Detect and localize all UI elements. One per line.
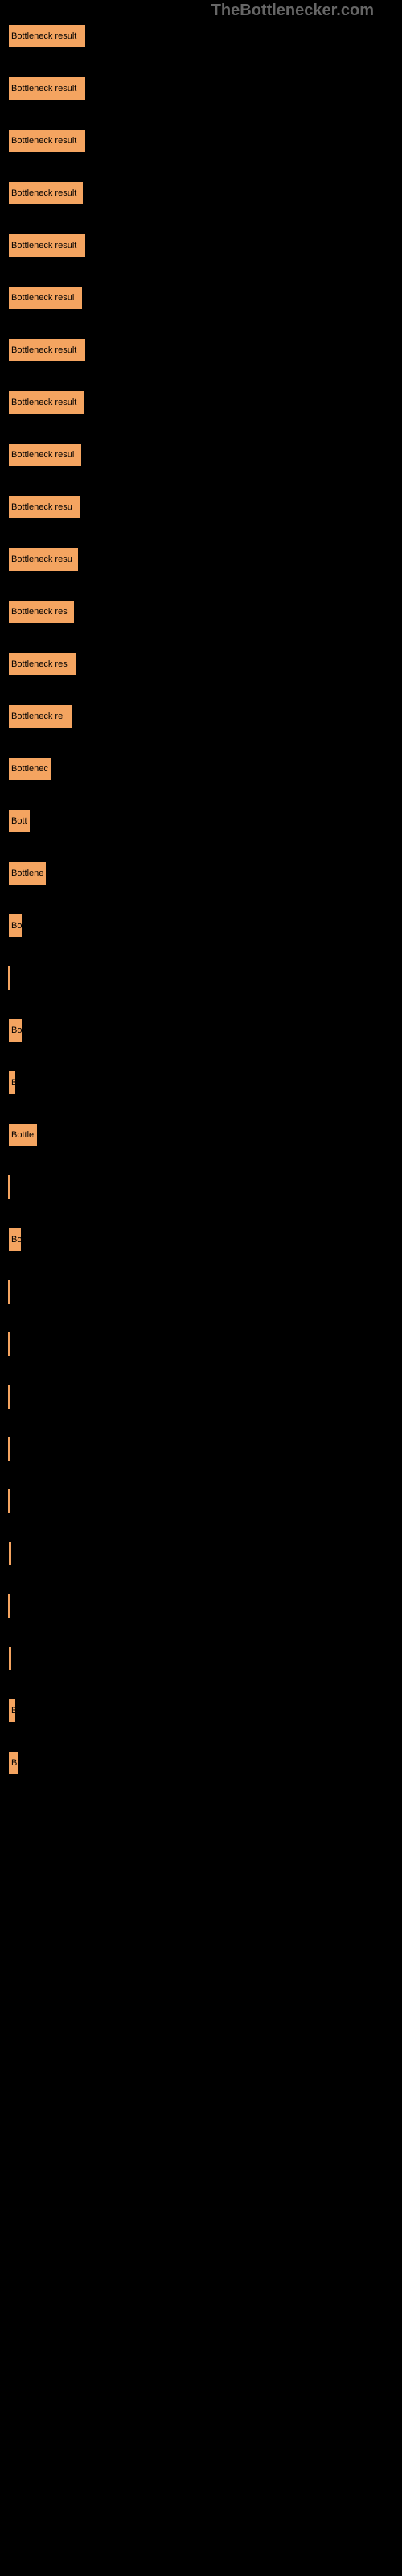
bar-label: Bottleneck resul bbox=[11, 450, 74, 460]
chart-bar bbox=[8, 1385, 10, 1409]
bar-label: Bottleneck result bbox=[11, 188, 76, 198]
bar-label: B bbox=[11, 1078, 16, 1088]
chart-bar: Bottleneck res bbox=[8, 600, 75, 624]
bar-row bbox=[8, 1332, 394, 1356]
bar-label: Bottleneck resu bbox=[11, 502, 72, 512]
bar-row bbox=[8, 1280, 394, 1304]
bar-label: Bottleneck result bbox=[11, 398, 76, 407]
bar-row: Bott bbox=[8, 809, 394, 833]
bar-label: Bottleneck resul bbox=[11, 293, 74, 303]
bar-label: Bottleneck result bbox=[11, 345, 76, 355]
chart-bar bbox=[8, 1542, 12, 1566]
bar-row: Bottleneck resul bbox=[8, 286, 394, 310]
chart-bar: Bottleneck resul bbox=[8, 443, 82, 467]
bar-row: Bottleneck result bbox=[8, 338, 394, 362]
bar-row: Bottleneck result bbox=[8, 181, 394, 205]
watermark-text: TheBottlenecker.com bbox=[211, 2, 374, 20]
chart-bar: Bott bbox=[8, 809, 31, 833]
chart-bar: Bottleneck resul bbox=[8, 286, 83, 310]
chart-bar: B bbox=[8, 1071, 16, 1095]
bar-row: Bottleneck result bbox=[8, 129, 394, 153]
bar-label: Bottleneck result bbox=[11, 84, 76, 93]
bar-row bbox=[8, 1437, 394, 1461]
bar-label: Bottleneck result bbox=[11, 31, 76, 41]
chart-bar: Bo bbox=[8, 1018, 23, 1042]
chart-bar bbox=[8, 1175, 10, 1199]
bar-row bbox=[8, 1594, 394, 1618]
bar-label: Bo bbox=[11, 921, 22, 931]
bar-label: Bottle bbox=[11, 1130, 34, 1140]
bar-row: Bottleneck resul bbox=[8, 443, 394, 467]
chart-bar bbox=[8, 1437, 10, 1461]
bar-label: Bo bbox=[11, 1026, 22, 1035]
bar-label: Bottleneck res bbox=[11, 659, 68, 669]
chart-bar: B bbox=[8, 1751, 18, 1775]
bar-row: Bottleneck resu bbox=[8, 495, 394, 519]
bar-label: Bo bbox=[11, 1235, 22, 1245]
bar-label: B bbox=[11, 1758, 17, 1768]
chart-bar: Bottleneck resu bbox=[8, 495, 80, 519]
bar-row: Bottlenec bbox=[8, 757, 394, 781]
chart-bar bbox=[8, 1280, 10, 1304]
bar-row bbox=[8, 1646, 394, 1670]
bar-row: B bbox=[8, 1071, 394, 1095]
bar-row: Bottle bbox=[8, 1123, 394, 1147]
chart-bar bbox=[8, 966, 10, 990]
chart-bar bbox=[8, 1332, 10, 1356]
bar-row bbox=[8, 1385, 394, 1409]
bar-label: Bottleneck res bbox=[11, 607, 68, 617]
bar-row: Bottleneck resu bbox=[8, 547, 394, 572]
chart-bar bbox=[8, 1646, 12, 1670]
bar-row bbox=[8, 1175, 394, 1199]
chart-bar: Bottleneck res bbox=[8, 652, 77, 676]
bar-row: Bottleneck result bbox=[8, 24, 394, 48]
bar-row: B bbox=[8, 1699, 394, 1723]
bar-label: Bottleneck result bbox=[11, 241, 76, 250]
bar-label: Bottleneck resu bbox=[11, 555, 72, 564]
chart-bar: Bottlenec bbox=[8, 757, 52, 781]
chart-bar: B bbox=[8, 1699, 16, 1723]
bar-row: B bbox=[8, 1751, 394, 1775]
bar-row: Bottleneck result bbox=[8, 390, 394, 415]
bar-label: Bottleneck result bbox=[11, 136, 76, 146]
chart-bar: Bottleneck result bbox=[8, 181, 84, 205]
bar-row: Bottlene bbox=[8, 861, 394, 886]
bar-row: Bo bbox=[8, 1228, 394, 1252]
chart-bar: Bo bbox=[8, 1228, 22, 1252]
chart-bar: Bottleneck result bbox=[8, 24, 86, 48]
bar-row: Bottleneck result bbox=[8, 76, 394, 101]
bar-row: Bottleneck res bbox=[8, 600, 394, 624]
chart-bar: Bottleneck result bbox=[8, 233, 86, 258]
bar-row: Bottleneck res bbox=[8, 652, 394, 676]
chart-container: Bottleneck result Bottleneck result Bottle… bbox=[0, 0, 402, 1811]
bar-label: Bottleneck re bbox=[11, 712, 63, 721]
bar-row: Bo bbox=[8, 914, 394, 938]
chart-bar: Bo bbox=[8, 914, 23, 938]
chart-bar: Bottleneck resu bbox=[8, 547, 79, 572]
chart-bar: Bottleneck result bbox=[8, 129, 86, 153]
bar-row: Bottleneck result bbox=[8, 233, 394, 258]
bar-label: Bottlenec bbox=[11, 764, 48, 774]
chart-bar: Bottleneck result bbox=[8, 76, 86, 101]
bar-row bbox=[8, 1542, 394, 1566]
bar-row: Bottleneck re bbox=[8, 704, 394, 729]
bar-row bbox=[8, 1489, 394, 1513]
chart-bar bbox=[8, 1489, 10, 1513]
chart-bar: Bottleneck result bbox=[8, 338, 86, 362]
chart-bar: Bottleneck re bbox=[8, 704, 72, 729]
bar-label: B bbox=[11, 1706, 16, 1715]
bar-row bbox=[8, 966, 394, 990]
bar-label: Bott bbox=[11, 816, 27, 826]
bar-label: Bottlene bbox=[11, 869, 43, 878]
bar-row: Bo bbox=[8, 1018, 394, 1042]
chart-bar bbox=[8, 1594, 10, 1618]
chart-bar: Bottlene bbox=[8, 861, 47, 886]
chart-bar: Bottle bbox=[8, 1123, 38, 1147]
chart-bar: Bottleneck result bbox=[8, 390, 85, 415]
